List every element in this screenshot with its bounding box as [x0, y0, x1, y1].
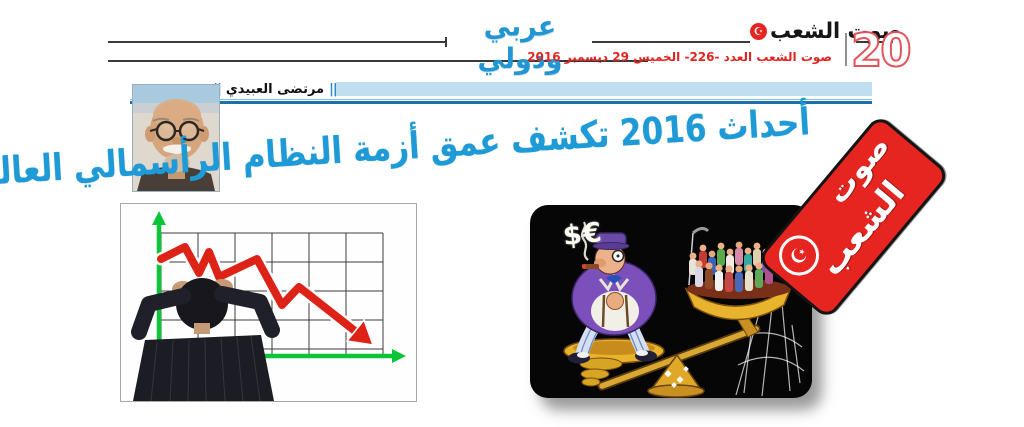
chalk-lines: [727, 302, 805, 397]
capitalist: [568, 221, 657, 364]
section-title: عربي ودولي: [477, 10, 563, 76]
headline: أحداث 2016 تكشف عمق أزمة النظام الرأسمال…: [0, 100, 812, 196]
fulcrum: [647, 353, 705, 398]
capitalist-scale-cartoon: $€: [530, 205, 812, 398]
byline-rule-dark: [130, 101, 872, 104]
stock-crash-illustration: [120, 203, 417, 402]
byline: || مرتضى العبيدي ||: [213, 79, 338, 99]
currency-smoke-text: $€: [561, 217, 605, 252]
top-rule-left-tick: [445, 37, 447, 47]
falling-trend-arrow: [154, 240, 375, 346]
top-rule-left: [108, 41, 445, 43]
issue-date-line: صوت الشعب العدد -226- الخميس 29 ديسمبر 2…: [527, 50, 832, 64]
masthead-title: صوت الشعب: [770, 18, 903, 44]
byline-author: مرتضى العبيدي: [225, 81, 325, 97]
author-photo-illustration: [133, 85, 219, 191]
cartoon-svg: [563, 221, 805, 398]
masthead-logo: ☪ صوت الشعب: [750, 13, 903, 49]
top-rule-right: [856, 41, 893, 43]
masthead-crescent-icon: ☪: [750, 22, 767, 40]
crowd-pan: [684, 226, 794, 338]
page-number: 20: [850, 23, 913, 78]
byline-bar: [335, 82, 872, 96]
byline-rule-light: [130, 99, 872, 100]
crash-chart-svg: [131, 211, 406, 401]
byline-mark-right: ||: [329, 81, 337, 97]
author-photo: [132, 84, 220, 192]
masthead-divider: [845, 33, 847, 66]
despairing-man: [131, 278, 280, 401]
top-rule-mid: [592, 41, 750, 43]
second-rule: [108, 60, 648, 62]
